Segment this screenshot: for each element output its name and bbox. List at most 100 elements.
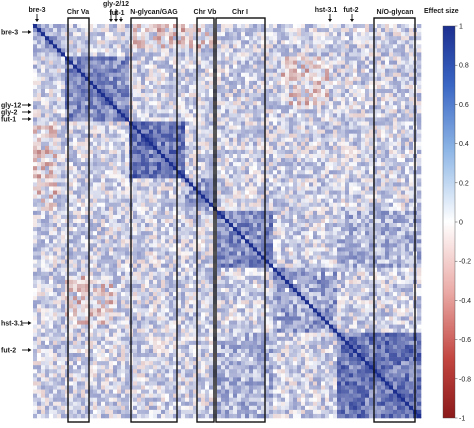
heatmap-cell xyxy=(373,170,378,175)
heatmap-cell xyxy=(157,56,162,61)
heatmap-cell xyxy=(173,68,178,74)
heatmap-cell xyxy=(273,141,278,147)
heatmap-cell xyxy=(325,190,330,195)
heatmap-cell xyxy=(357,88,362,94)
heatmap-cell xyxy=(233,125,238,130)
heatmap-cell xyxy=(237,48,242,53)
heatmap-cell xyxy=(277,36,282,41)
heatmap-cell xyxy=(273,93,278,98)
heatmap-cell xyxy=(305,93,310,98)
heatmap-cell xyxy=(341,40,346,45)
heatmap-cell xyxy=(45,231,50,236)
heatmap-cell xyxy=(145,56,150,61)
heatmap-cell xyxy=(381,121,386,126)
heatmap-cell xyxy=(101,80,106,86)
heatmap-cell xyxy=(321,227,326,232)
heatmap-cell xyxy=(37,109,42,114)
heatmap-cell xyxy=(37,76,42,82)
heatmap-cell xyxy=(181,36,186,41)
heatmap-cell xyxy=(137,101,142,106)
heatmap-cell xyxy=(185,133,190,139)
heatmap-cell xyxy=(201,93,206,98)
heatmap-cell xyxy=(345,141,350,147)
heatmap-cell xyxy=(353,186,358,191)
heatmap-cell xyxy=(249,198,254,204)
heatmap-cell xyxy=(297,68,302,74)
heatmap-cell xyxy=(189,76,194,82)
heatmap-cell xyxy=(57,214,62,220)
heatmap-cell xyxy=(37,194,42,199)
heatmap-cell xyxy=(377,182,382,187)
heatmap-cell xyxy=(365,166,370,171)
heatmap-cell xyxy=(281,109,286,114)
heatmap-cell xyxy=(281,133,286,139)
heatmap-cell xyxy=(177,182,182,187)
heatmap-cell xyxy=(225,129,230,134)
heatmap-cell xyxy=(221,182,226,187)
heatmap-cell xyxy=(41,76,46,82)
heatmap-cell xyxy=(149,84,154,90)
heatmap-cell xyxy=(281,28,286,33)
heatmap-cell xyxy=(133,40,138,45)
heatmap-cell xyxy=(345,40,350,45)
heatmap-cell xyxy=(373,52,378,57)
heatmap-cell xyxy=(253,125,258,130)
heatmap-cell xyxy=(349,93,354,98)
heatmap-cell xyxy=(113,88,118,94)
heatmap-cell xyxy=(229,141,234,147)
heatmap-cell xyxy=(105,227,110,232)
heatmap-cell xyxy=(109,97,114,102)
heatmap-cell xyxy=(293,149,298,155)
heatmap-cell xyxy=(241,166,246,171)
heatmap-cell xyxy=(361,97,366,102)
heatmap-cell xyxy=(181,52,186,57)
heatmap-cell xyxy=(309,60,314,65)
heatmap-cell xyxy=(361,210,366,216)
heatmap-cell xyxy=(81,56,86,61)
heatmap-cell xyxy=(225,56,230,61)
heatmap-cell xyxy=(105,24,110,29)
heatmap-cell xyxy=(357,206,362,212)
heatmap-cell xyxy=(377,162,382,167)
heatmap-cell xyxy=(313,194,318,199)
heatmap-cell xyxy=(153,133,158,139)
heatmap-cell xyxy=(289,80,294,86)
heatmap-cell xyxy=(145,133,150,139)
heatmap-cell xyxy=(57,178,62,183)
heatmap-cell xyxy=(153,174,158,179)
heatmap-cell xyxy=(301,141,306,147)
heatmap-cell xyxy=(345,60,350,65)
heatmap-cell xyxy=(369,162,374,167)
heatmap-cell xyxy=(305,97,310,102)
heatmap-cell xyxy=(53,149,58,155)
heatmap-cell xyxy=(397,174,402,179)
heatmap-cell xyxy=(109,141,114,147)
heatmap-cell xyxy=(73,125,78,130)
heatmap-cell xyxy=(361,145,366,151)
heatmap-cell xyxy=(65,97,70,102)
heatmap-cell xyxy=(57,186,62,191)
heatmap-cell xyxy=(245,129,250,134)
heatmap-cell xyxy=(37,231,42,236)
heatmap-cell xyxy=(61,186,66,191)
heatmap-cell xyxy=(397,88,402,94)
heatmap-cell xyxy=(197,202,202,208)
heatmap-cell xyxy=(273,206,278,212)
heatmap-cell xyxy=(81,52,86,57)
heatmap-cell xyxy=(297,88,302,94)
heatmap-cell xyxy=(269,109,274,114)
heatmap-cell xyxy=(37,24,42,29)
heatmap-cell xyxy=(41,97,46,102)
heatmap-cell xyxy=(69,141,74,147)
heatmap-cell xyxy=(417,166,422,171)
heatmap-cell xyxy=(361,52,366,57)
heatmap-cell xyxy=(133,186,138,191)
heatmap-cell xyxy=(45,186,50,191)
heatmap-cell xyxy=(193,97,198,102)
heatmap-cell xyxy=(409,109,414,114)
heatmap-cell xyxy=(89,190,94,195)
heatmap-cell xyxy=(197,121,202,126)
heatmap-cell xyxy=(157,97,162,102)
heatmap-cell xyxy=(401,88,406,94)
heatmap-cell xyxy=(357,68,362,74)
